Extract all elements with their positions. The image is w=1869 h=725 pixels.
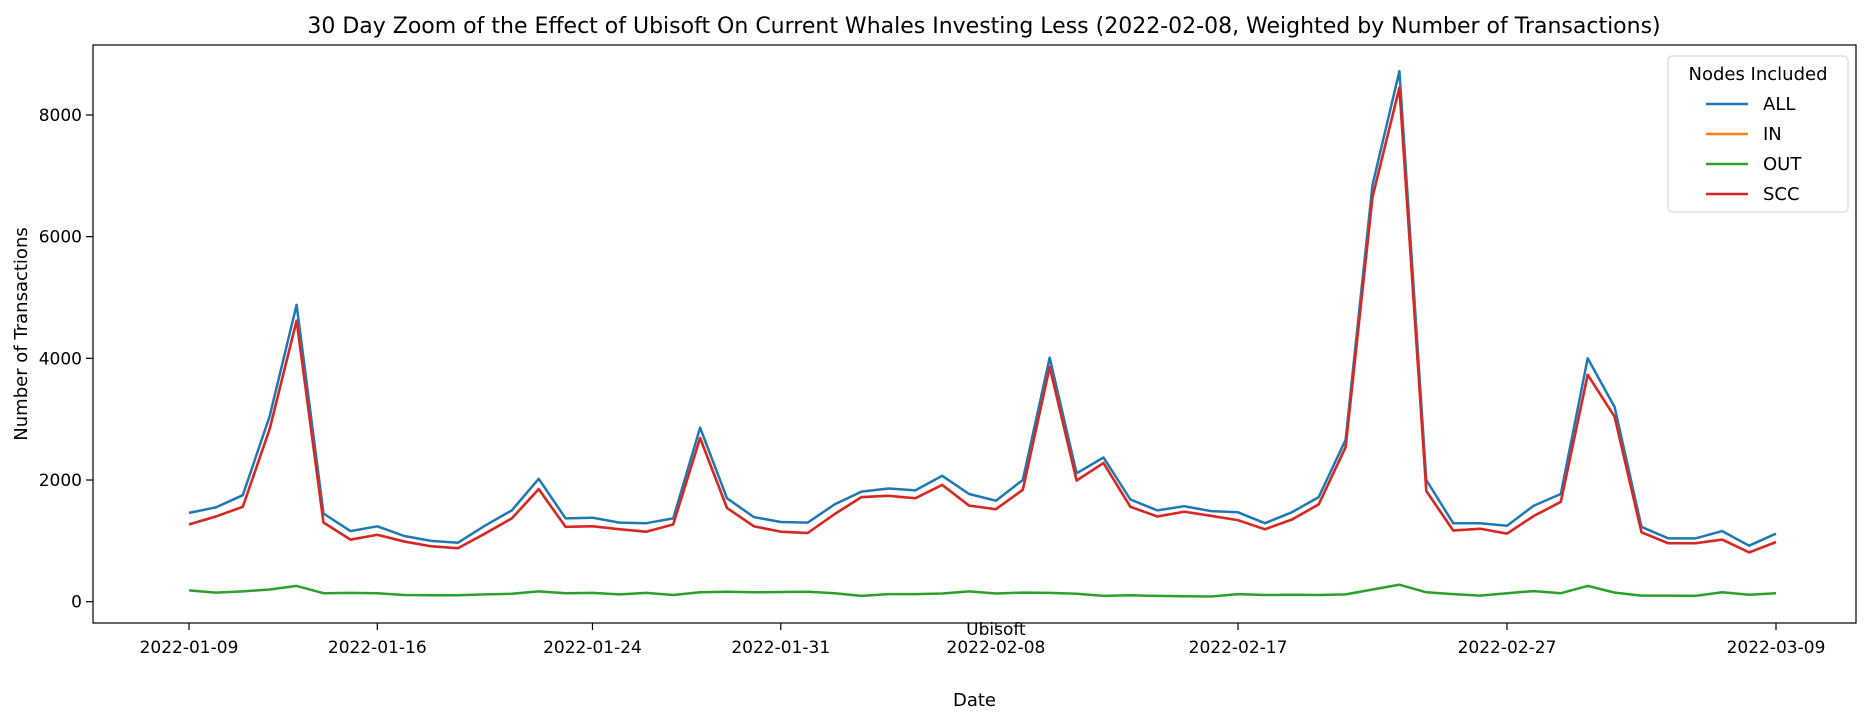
legend: Nodes Included ALL IN OUT SCC [1667,55,1849,213]
x-tick-label: 2022-01-31 [731,638,830,658]
legend-box [1667,55,1849,213]
legend-label-in: IN [1763,124,1782,145]
y-axis-label: Number of Transactions [11,227,32,440]
chart-title: 30 Day Zoom of the Effect of Ubisoft On … [307,14,1660,39]
series-line-scc [188,86,1777,554]
y-tick-label: 4000 [39,349,82,369]
legend-title: Nodes Included [1688,64,1827,85]
x-tick-label: 2022-01-09 [140,638,239,658]
x-tick-label: 2022-01-16 [328,638,427,658]
y-tick-label: 8000 [39,106,82,126]
x-tick-label: 2022-02-27 [1458,638,1557,658]
legend-label-all: ALL [1763,94,1795,115]
x-tick-label: 2022-03-09 [1727,638,1826,658]
series-line-in [188,86,1777,554]
y-tick-label: 6000 [39,228,82,248]
y-tick-label: 0 [71,593,82,613]
event-label: Ubisoft [966,620,1026,640]
legend-label-out: OUT [1763,154,1802,175]
series-line-all [188,69,1777,547]
series-line-out [188,583,1777,598]
x-tick-label: 2022-02-08 [947,638,1046,658]
y-axis: 0 2000 4000 6000 8000 [39,106,93,613]
plot-frame [92,44,1857,624]
x-tick-label: 2022-01-24 [543,638,642,658]
x-axis: 2022-01-09 2022-01-16 2022-01-24 2022-01-31… [140,620,1826,658]
y-tick-label: 2000 [39,471,82,491]
x-axis-label: Date [953,690,996,711]
legend-label-scc: SCC [1763,184,1800,205]
series-lines [188,69,1777,598]
x-tick-label: 2022-02-17 [1189,638,1288,658]
